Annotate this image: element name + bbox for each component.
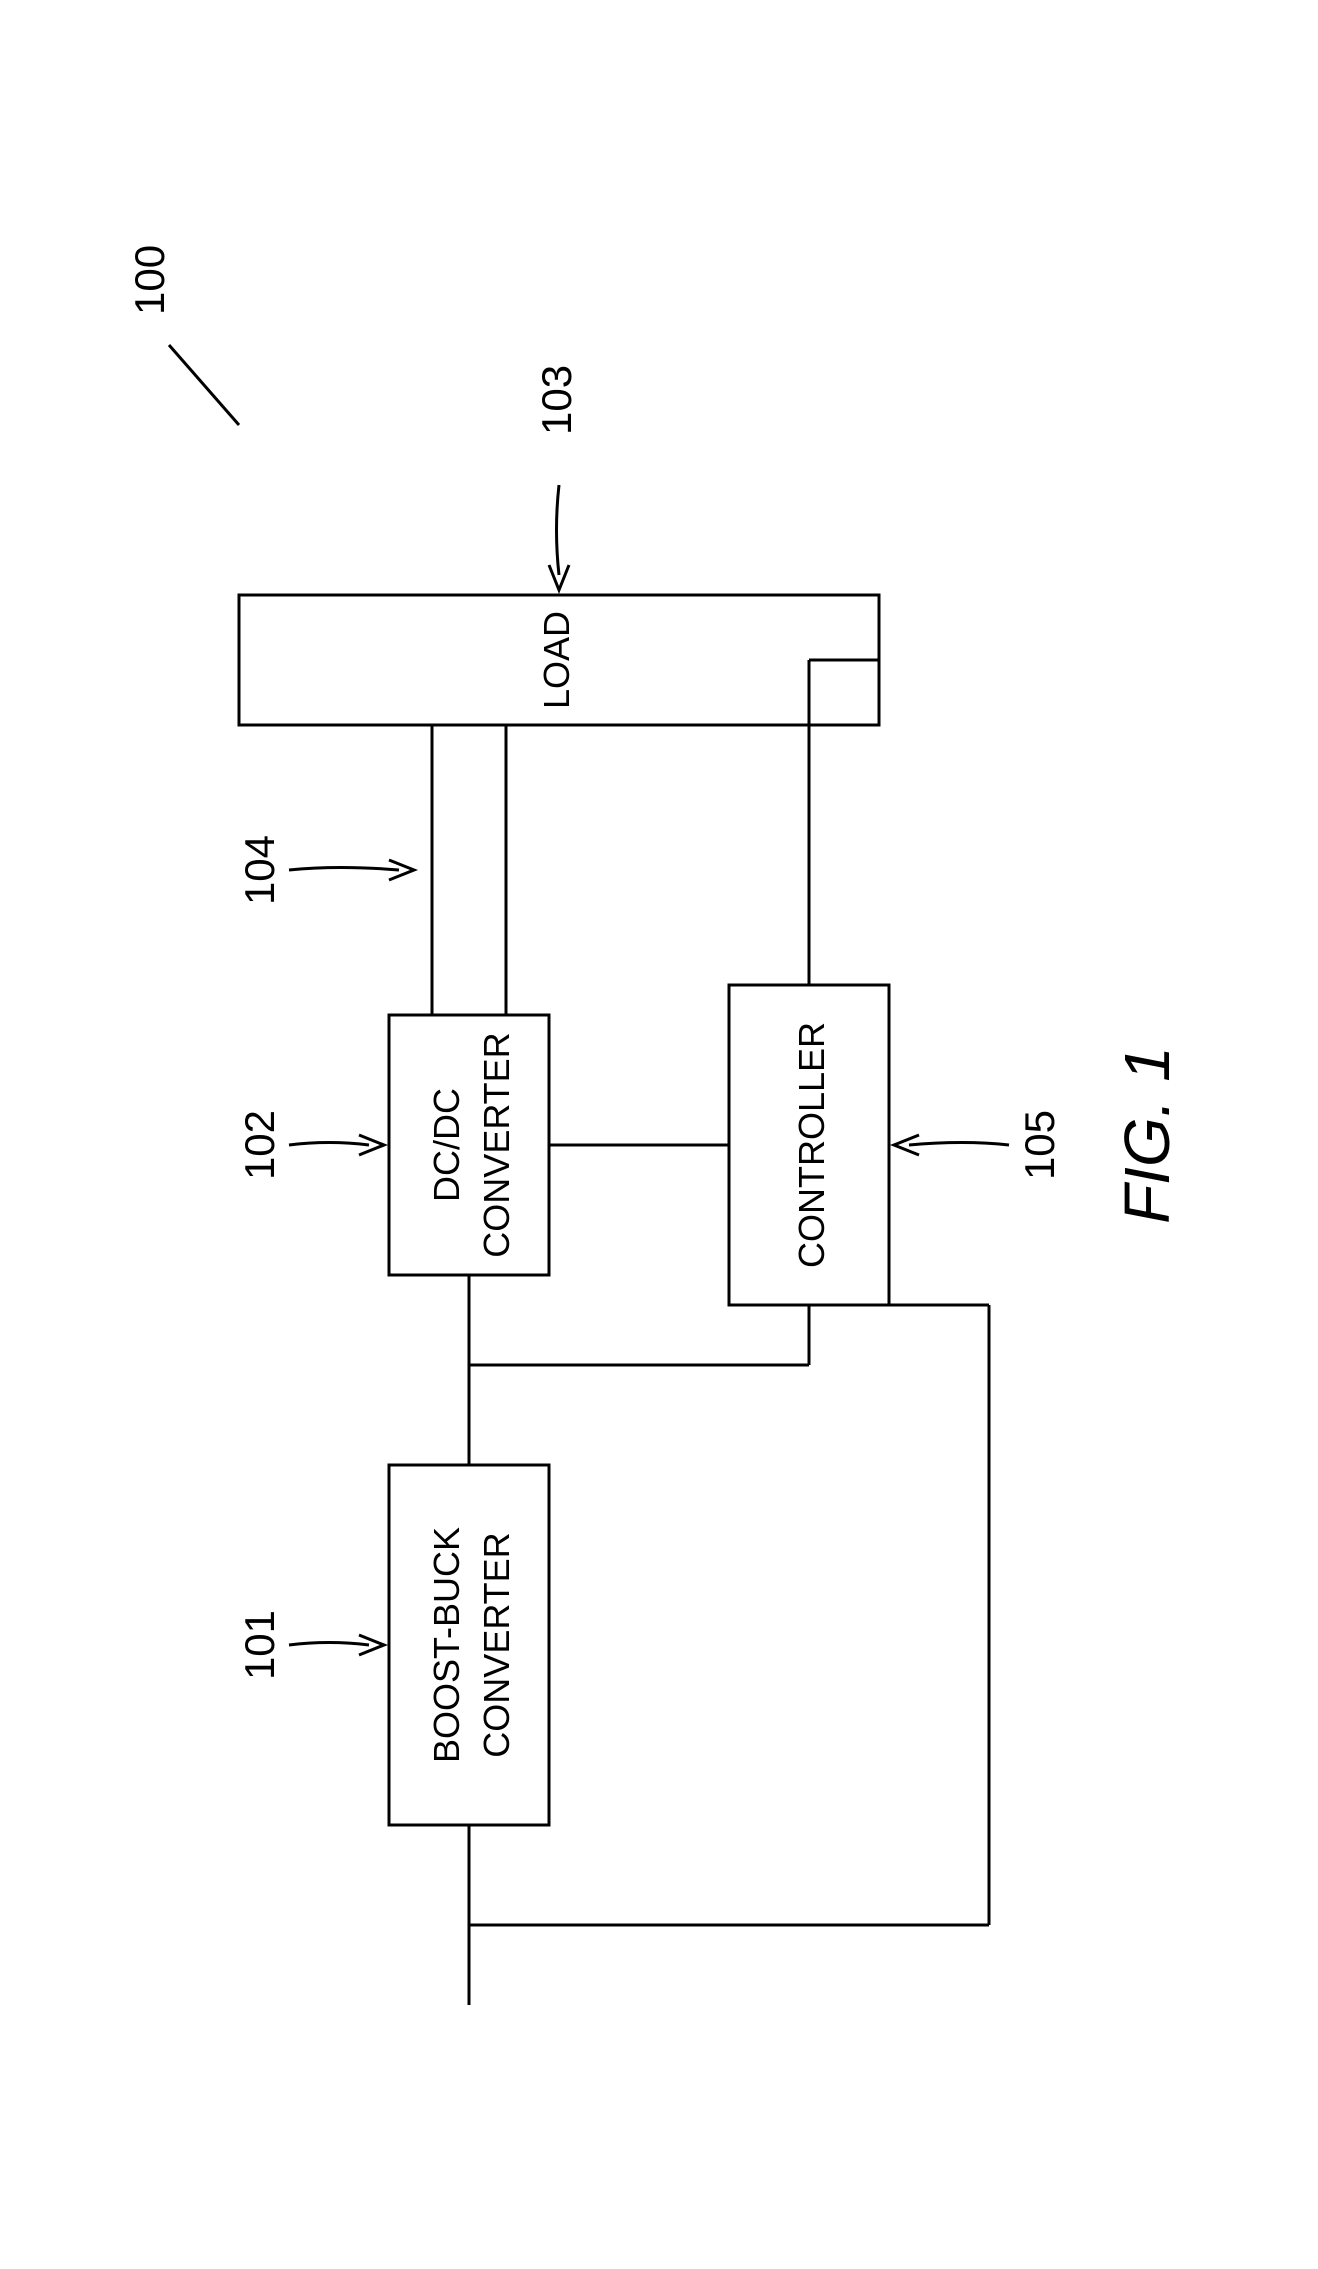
ref-101: 101 (236, 1609, 283, 1679)
ref-104: 104 (236, 834, 283, 904)
controller-label: CONTROLLER (791, 1021, 832, 1267)
ref-arrow-102 (289, 1135, 384, 1155)
dcdc-label-2: CONVERTER (476, 1032, 517, 1257)
boost-buck-label-1: BOOST-BUCK (426, 1526, 467, 1762)
ref-arrow-100 (169, 345, 239, 425)
ref-102: 102 (236, 1109, 283, 1179)
dcdc-label-1: DC/DC (426, 1088, 467, 1202)
ref-103: 103 (533, 364, 580, 434)
dcdc-block (389, 1015, 549, 1275)
ref-arrow-104 (289, 860, 414, 880)
ref-100: 100 (126, 244, 173, 314)
ref-105: 105 (1016, 1109, 1063, 1179)
load-label: LOAD (536, 610, 577, 708)
diagram-container: BOOST-BUCK CONVERTER 101 DC/DC CONVERTER… (109, 185, 1209, 2085)
ref-arrow-103 (549, 485, 569, 590)
block-diagram-svg: BOOST-BUCK CONVERTER 101 DC/DC CONVERTER… (109, 185, 1209, 2085)
ref-arrow-101 (289, 1635, 384, 1655)
figure-label: FIG. 1 (1111, 1046, 1183, 1224)
ref-arrow-105 (894, 1135, 1009, 1155)
boost-buck-label-2: CONVERTER (476, 1532, 517, 1757)
boost-buck-block (389, 1465, 549, 1825)
